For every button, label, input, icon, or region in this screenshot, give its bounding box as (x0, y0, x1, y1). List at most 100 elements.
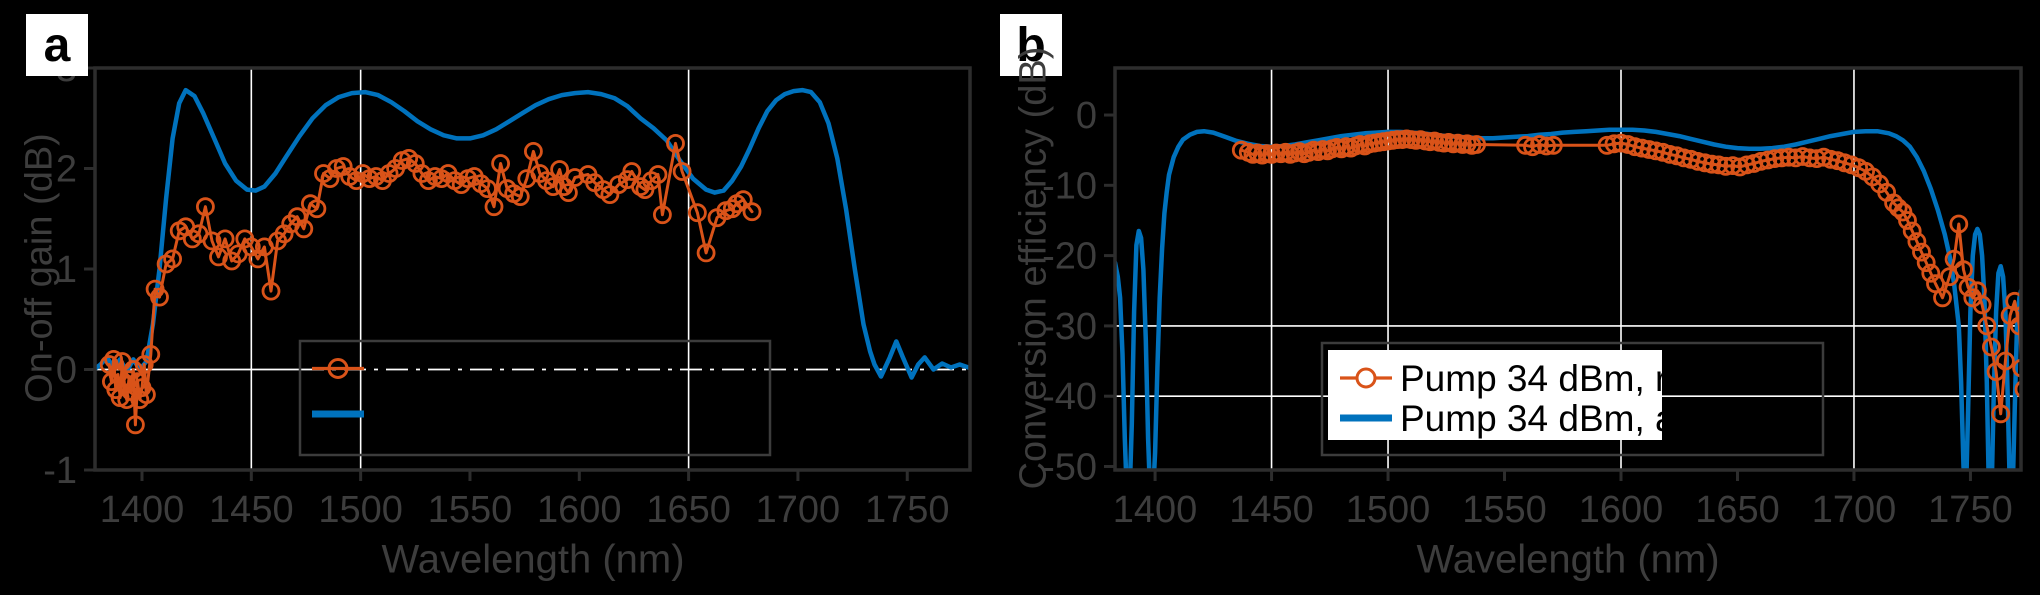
data-point-marker (565, 168, 585, 187)
legend-entry-label: Pump 34 dBm, a (1400, 398, 1676, 439)
data-point-marker (1723, 156, 1743, 176)
panel-b-badge: b (1000, 14, 1062, 76)
x-tick-label: 1650 (1695, 489, 1780, 531)
data-point-marker (1907, 232, 1927, 252)
data-point-marker (666, 133, 685, 153)
x-tick-label: 1700 (1812, 489, 1897, 531)
x-tick-label: 1550 (1462, 489, 1547, 531)
panel-b-blue-smooth-curve (1115, 127, 2021, 470)
data-point-marker (478, 179, 497, 199)
data-point-marker (510, 187, 530, 207)
data-point-marker (484, 197, 504, 217)
x-tick-label: 1400 (1113, 489, 1198, 531)
data-point-marker (524, 141, 543, 161)
data-point-marker (195, 197, 215, 217)
data-point-marker (261, 281, 281, 301)
data-point-marker (1912, 242, 1931, 262)
data-point-marker (1996, 351, 2015, 371)
data-point-marker (722, 199, 742, 219)
x-tick-label: 1650 (646, 489, 731, 531)
data-point-marker (150, 287, 169, 307)
x-tick-label: 1600 (537, 489, 622, 531)
data-point-marker (1632, 138, 1652, 158)
data-point-marker (215, 229, 235, 249)
y-tick-label: -10 (1042, 165, 1097, 207)
data-point-marker (1702, 154, 1722, 174)
x-tick-label: 1500 (318, 489, 403, 531)
data-point-marker (1544, 135, 1563, 155)
data-point-marker (1709, 155, 1729, 175)
axes-box (1113, 66, 2023, 472)
data-point-marker (491, 154, 511, 173)
data-point-marker (1991, 404, 2011, 424)
y-tick-label: 0 (56, 350, 77, 392)
data-point-marker (119, 370, 139, 390)
data-point-marker (696, 243, 716, 263)
data-point-marker (653, 205, 672, 225)
data-point-marker (622, 162, 642, 181)
panel-a-orange-marker-curve (107, 141, 754, 427)
y-tick-label: -50 (1042, 446, 1097, 488)
data-point-marker (1639, 140, 1659, 159)
y-tick-label: 0 (1076, 95, 1097, 137)
data-point-marker (1604, 134, 1624, 154)
data-point-marker (688, 203, 707, 223)
data-point-marker (2012, 358, 2021, 378)
data-point-marker (742, 202, 762, 222)
panel-b: 1400 1450 1500 1550 1600 1650 1700 1750 0 -10 -20 -… (1042, 66, 2023, 531)
x-tick-label: 1750 (1928, 489, 2013, 531)
data-point-marker (1793, 147, 1813, 166)
panel-a-x-axis-label: Wavelength (nm) (381, 537, 685, 582)
data-point-marker (1977, 316, 1997, 336)
data-point-marker (648, 165, 668, 184)
data-point-marker (1597, 135, 1617, 155)
data-point-marker (1986, 362, 2006, 382)
y-tick-label: 1 (56, 249, 77, 291)
legend-background (1328, 350, 1662, 440)
data-point-marker (1972, 295, 1992, 315)
data-point-marker (1944, 249, 1964, 269)
data-point-marker (1916, 253, 1936, 273)
data-point-marker (163, 249, 183, 269)
data-point-marker (1758, 150, 1778, 170)
legend-border (298, 339, 772, 457)
x-tick-label: 1450 (1229, 489, 1314, 531)
data-point-marker (1982, 337, 2001, 357)
data-point-marker (1530, 135, 1549, 154)
data-point-marker (123, 360, 143, 379)
data-point-marker (672, 162, 692, 181)
data-point-marker (307, 199, 327, 219)
panel-a-y-axis-label: On-off gain (dB) (18, 133, 61, 403)
y-tick-label: -20 (1042, 236, 1097, 278)
data-point-marker (202, 231, 222, 251)
x-tick-label: 1700 (756, 489, 841, 531)
data-point-marker (294, 219, 314, 239)
data-point-marker (141, 344, 161, 364)
data-point-marker (1772, 148, 1792, 168)
y-tick-label: -1 (43, 450, 77, 492)
x-tick-label: 1550 (428, 489, 513, 531)
legend-border (1320, 341, 1825, 457)
data-point-marker (2005, 291, 2021, 311)
data-point-marker (1716, 156, 1736, 176)
data-point-marker (1902, 221, 1922, 241)
data-point-marker (1765, 149, 1785, 169)
data-point-marker (559, 183, 578, 203)
data-point-marker (1954, 260, 1973, 280)
panel-a-legend (298, 339, 772, 457)
x-tick-label: 1500 (1346, 489, 1431, 531)
data-point-marker (1467, 135, 1486, 154)
data-point-marker (733, 190, 753, 210)
data-point-marker (1921, 263, 1941, 283)
legend-sample-circle-marker (1355, 367, 1377, 389)
data-point-marker (1949, 214, 1969, 234)
panel-a-blue-smooth-curve (95, 87, 970, 380)
data-point-marker (543, 177, 563, 197)
data-point-marker (1958, 277, 1978, 297)
data-point-marker (1786, 148, 1806, 168)
data-point-marker (1695, 153, 1715, 173)
data-point-marker (550, 160, 569, 179)
